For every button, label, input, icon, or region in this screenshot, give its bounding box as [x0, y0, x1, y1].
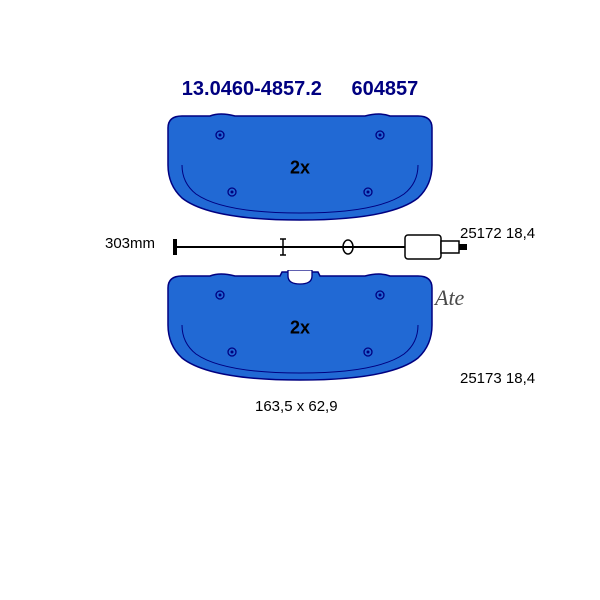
quantity-label-1: 2x	[290, 157, 310, 178]
quantity-label-2: 2x	[290, 317, 310, 338]
brand-logo: Ate	[435, 285, 464, 311]
cable-length-label: 303mm	[105, 235, 155, 252]
header: 13.0460-4857.2 604857	[0, 78, 600, 101]
sensor-cable	[173, 225, 503, 275]
part-number: 13.0460-4857.2	[182, 78, 322, 100]
brake-pad-lower: 2x	[160, 270, 440, 385]
dimensions-label: 163,5 x 62,9	[255, 398, 338, 415]
brake-pad-upper: 2x	[160, 110, 440, 225]
ref-number: 604857	[351, 78, 418, 100]
ref-label-2: 25173 18,4	[460, 370, 535, 387]
diagram: 2x 2x Ate 303mm 25172 18,	[110, 110, 490, 460]
